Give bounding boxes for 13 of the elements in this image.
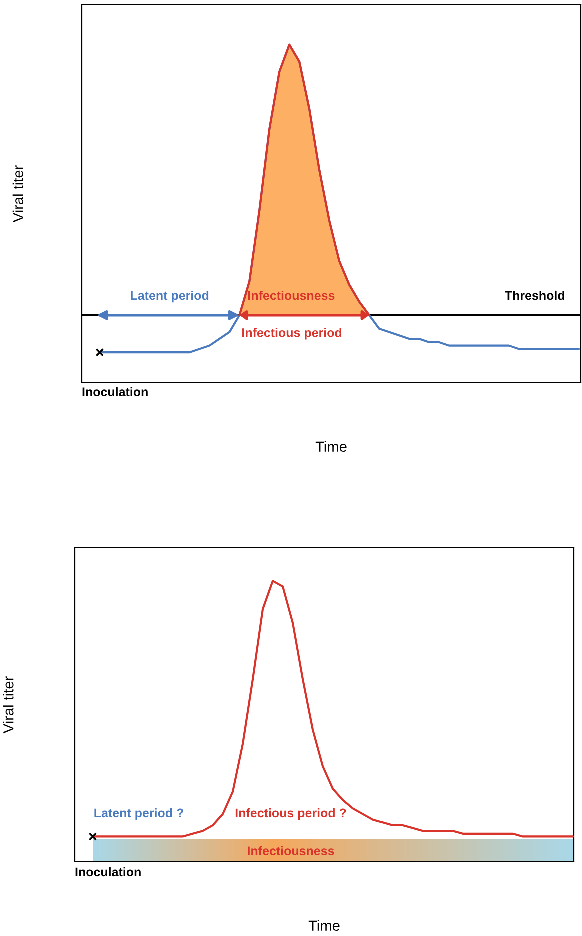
annotation: Infectiousness	[248, 846, 334, 856]
y-axis-title: Viral titer	[12, 166, 24, 223]
annotation: Infectious period	[242, 328, 342, 340]
x-axis-title: Time	[316, 441, 347, 452]
annotation: Latent period ?	[94, 808, 184, 820]
text: Inoculation	[76, 867, 141, 877]
x-axis-title: Time	[308, 920, 340, 932]
annotation: Infectiousness	[248, 290, 335, 300]
text: Inoculation	[82, 387, 148, 396]
annotation: Latent period	[131, 290, 209, 303]
ref-line-label: Threshold	[505, 290, 564, 300]
y-axis-title: Viral titer	[3, 676, 14, 734]
annotation: Infectious period ?	[236, 808, 346, 820]
